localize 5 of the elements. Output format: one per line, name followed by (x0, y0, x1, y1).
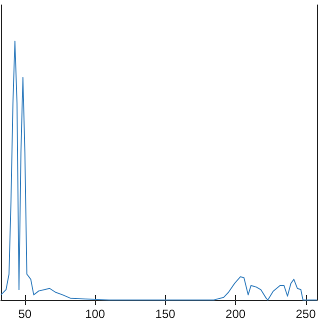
x-tick-label: 100 (85, 307, 106, 320)
x-tick-label: 250 (296, 307, 316, 320)
x-tick-label: 200 (226, 307, 246, 320)
x-tick-label: 50 (18, 307, 32, 320)
x-tick-label: 150 (155, 307, 176, 320)
